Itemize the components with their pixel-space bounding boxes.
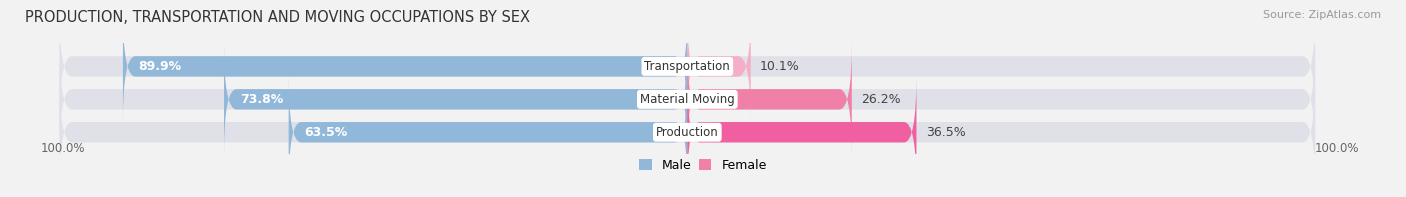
Text: Material Moving: Material Moving [640, 93, 735, 106]
FancyBboxPatch shape [59, 44, 1315, 155]
Text: 100.0%: 100.0% [1315, 142, 1360, 155]
Text: 100.0%: 100.0% [41, 142, 86, 155]
FancyBboxPatch shape [688, 11, 751, 122]
Text: 73.8%: 73.8% [239, 93, 283, 106]
FancyBboxPatch shape [59, 77, 1315, 188]
FancyBboxPatch shape [122, 11, 688, 122]
FancyBboxPatch shape [288, 77, 688, 188]
FancyBboxPatch shape [688, 77, 917, 188]
Text: PRODUCTION, TRANSPORTATION AND MOVING OCCUPATIONS BY SEX: PRODUCTION, TRANSPORTATION AND MOVING OC… [25, 10, 530, 25]
Text: Transportation: Transportation [644, 60, 730, 73]
Text: Source: ZipAtlas.com: Source: ZipAtlas.com [1263, 10, 1381, 20]
Legend: Male, Female: Male, Female [640, 159, 766, 172]
Text: Production: Production [657, 126, 718, 139]
FancyBboxPatch shape [688, 44, 852, 155]
Text: 89.9%: 89.9% [139, 60, 181, 73]
FancyBboxPatch shape [59, 11, 1315, 122]
Text: 63.5%: 63.5% [304, 126, 347, 139]
FancyBboxPatch shape [224, 44, 688, 155]
Text: 10.1%: 10.1% [761, 60, 800, 73]
Text: 26.2%: 26.2% [862, 93, 901, 106]
Text: 36.5%: 36.5% [927, 126, 966, 139]
